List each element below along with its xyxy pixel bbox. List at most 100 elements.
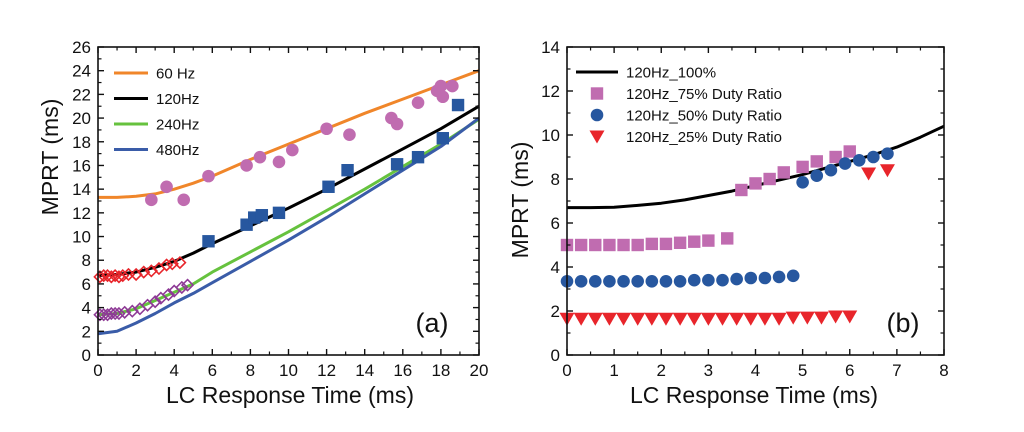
panel-a-y-axis-title: MPRT (ms) [37, 99, 63, 216]
panel-a-curve-60-hz [98, 69, 480, 199]
panel-b-data-point-120hz-50-duty-ratio [772, 270, 786, 284]
panel-a-scatter-point [161, 287, 176, 302]
panel-b-data-point-120hz-75-duty-ratio [721, 232, 734, 245]
panel-b-data-point-120hz-25-duty-ratio [813, 311, 829, 325]
panel-b-data-point-120hz-75-duty-ratio [589, 238, 602, 252]
panel-a-y-tick-label: 0 [82, 346, 91, 365]
panel-b-x-tick-label: 1 [609, 361, 618, 380]
panel-b-data-point-120hz-25-duty-ratio [828, 310, 844, 324]
panel-b-data-point-120hz-25-duty-ratio [644, 312, 660, 326]
panel-a-scatter-point [159, 258, 174, 272]
panel-b-legend-label-120hz-50-duty-ratio: 120Hz_50% Duty Ratio [626, 108, 782, 125]
panel-b-y-tick-label: 4 [551, 258, 560, 277]
panel-a-scatter-point [180, 278, 195, 292]
panel-b-data-point-120hz-50-duty-ratio [810, 169, 824, 182]
panel-a-y-tick-label: 4 [82, 299, 91, 318]
panel-a-scatter-point [202, 169, 215, 183]
panel-b-data-point-120hz-50-duty-ratio [838, 157, 852, 170]
panel-a-scatter-point [253, 150, 267, 164]
panel-a-x-tick-label: 20 [470, 361, 489, 380]
panel-a-y-tick-label: 10 [72, 228, 91, 247]
panel-b-data-point-120hz-75-duty-ratio [796, 160, 809, 174]
panel-b-y-tick-label: 8 [551, 170, 560, 189]
panel-a-scatter-point [390, 158, 404, 171]
panel-a-scatter-point [272, 206, 286, 220]
panel-a-scatter-point [286, 143, 299, 157]
panel-b-data-point-120hz-25-duty-ratio [861, 167, 877, 181]
panel-b-data-point-120hz-50-duty-ratio [588, 275, 602, 288]
panel-a-legend-label-240hz: 240Hz [156, 117, 199, 134]
panel-a-scatter-point [390, 117, 404, 131]
panel-b-data-point-120hz-75-duty-ratio [631, 238, 644, 252]
panel-b-data-point-120hz-50-duty-ratio [881, 147, 894, 160]
panel-b-data-point-120hz-25-duty-ratio [686, 312, 702, 326]
panel-a-x-tick-label: 0 [93, 361, 102, 380]
panel-b-data-point-120hz-25-duty-ratio [587, 312, 603, 326]
panel-b-legend-label-120hz-100: 120Hz_100% [626, 65, 716, 82]
panel-a-scatter-point [145, 193, 158, 207]
panel-b-plot-area [559, 124, 945, 326]
panel-a-x-tick-label: 4 [169, 361, 178, 380]
panel-b-label: (b) [887, 308, 920, 338]
panel-b-data-point-120hz-25-duty-ratio [842, 310, 858, 324]
panel-b-data-point-120hz-75-duty-ratio [673, 236, 687, 249]
panel-b-legend: 120Hz_100% 120Hz_75% Duty Ratio 120Hz_50% … [576, 65, 782, 146]
panel-b-data-point-120hz-75-duty-ratio [843, 145, 856, 158]
panel-a-scatter-point [341, 164, 354, 177]
panel-b-y-tick-label: 6 [551, 214, 560, 233]
panel-b-data-point-120hz-25-duty-ratio [630, 312, 646, 326]
panel-a-scatter-point [272, 155, 286, 169]
panel-b-data-point-120hz-75-duty-ratio [659, 237, 673, 251]
panel-b-data-point-120hz-75-duty-ratio [617, 238, 630, 252]
panel-b-data-point-120hz-75-duty-ratio [777, 166, 790, 179]
panel-b-x-tick-label: 2 [657, 361, 666, 380]
panel-b-x-tick-label: 0 [562, 361, 571, 380]
panel-b-legend-label-120hz-75-duty-ratio: 120Hz_75% Duty Ratio [626, 86, 782, 103]
panel-b-x-tick-label: 7 [892, 361, 901, 380]
panel-a-legend-label-120hz: 120Hz [156, 91, 199, 108]
panel-a-legend-label-480hz: 480Hz [156, 142, 199, 159]
panel-b-legend-swatch-120hz-25-duty-ratio [589, 130, 605, 144]
panel-a-scatter-point [173, 255, 187, 270]
panel-b-data-point-120hz-25-duty-ratio [729, 312, 745, 326]
panel-b-x-tick-label: 4 [751, 361, 760, 380]
panel-b-data-point-120hz-75-duty-ratio [749, 177, 762, 190]
panel-a-scatter-point [148, 295, 162, 309]
panel-b-data-point-120hz-25-duty-ratio [700, 312, 716, 326]
panel-a-y-tick-label: 18 [72, 133, 91, 152]
panel-a-scatter-point [116, 268, 130, 283]
panel-a-scatter-point [322, 180, 335, 193]
panel-b-data-point-120hz-25-duty-ratio [757, 312, 773, 326]
panel-a-scatter-point [411, 96, 425, 109]
panel-a-scatter-point [446, 79, 459, 93]
panel-b-data-point-120hz-50-duty-ratio [645, 275, 659, 288]
panel-b-data-point-120hz-50-duty-ratio [730, 272, 743, 286]
panel-a-scatter-point [436, 90, 450, 104]
panel-a-scatter-point [451, 98, 465, 112]
panel-a-y-tick-label: 16 [72, 156, 91, 175]
panel-a-y-tick-label: 6 [82, 275, 91, 294]
panel-b-data-point-120hz-75-duty-ratio [688, 235, 701, 248]
panel-b-y-tick-label: 0 [551, 346, 560, 365]
panel-a-scatter-point [160, 180, 173, 194]
panel-a-label: (a) [416, 308, 449, 338]
panel-b-data-point-120hz-25-duty-ratio [573, 312, 589, 326]
panel-b-data-point-120hz-25-duty-ratio [715, 312, 731, 326]
panel-a-y-tick-label: 2 [82, 322, 91, 341]
panel-b-data-point-120hz-50-duty-ratio [786, 269, 800, 283]
panel-b-data-point-120hz-75-duty-ratio [829, 150, 842, 164]
panel-a-y-tick-label: 8 [82, 251, 91, 270]
panel-b-data-point-120hz-25-duty-ratio [743, 312, 759, 326]
panel-a-scatter-point [175, 280, 189, 295]
panel-b-x-tick-label: 6 [845, 361, 854, 380]
panel-a-y-tick-label: 12 [72, 204, 91, 223]
panel-b-data-point-120hz-50-duty-ratio [687, 273, 701, 287]
panel-b-data-point-120hz-75-duty-ratio [645, 237, 659, 251]
panel-a-scatter-point [411, 150, 425, 164]
panel-b-data-point-120hz-50-duty-ratio [631, 275, 644, 288]
panel-a-x-tick-label: 16 [393, 361, 412, 380]
panel-b-y-tick-label: 10 [541, 126, 560, 145]
